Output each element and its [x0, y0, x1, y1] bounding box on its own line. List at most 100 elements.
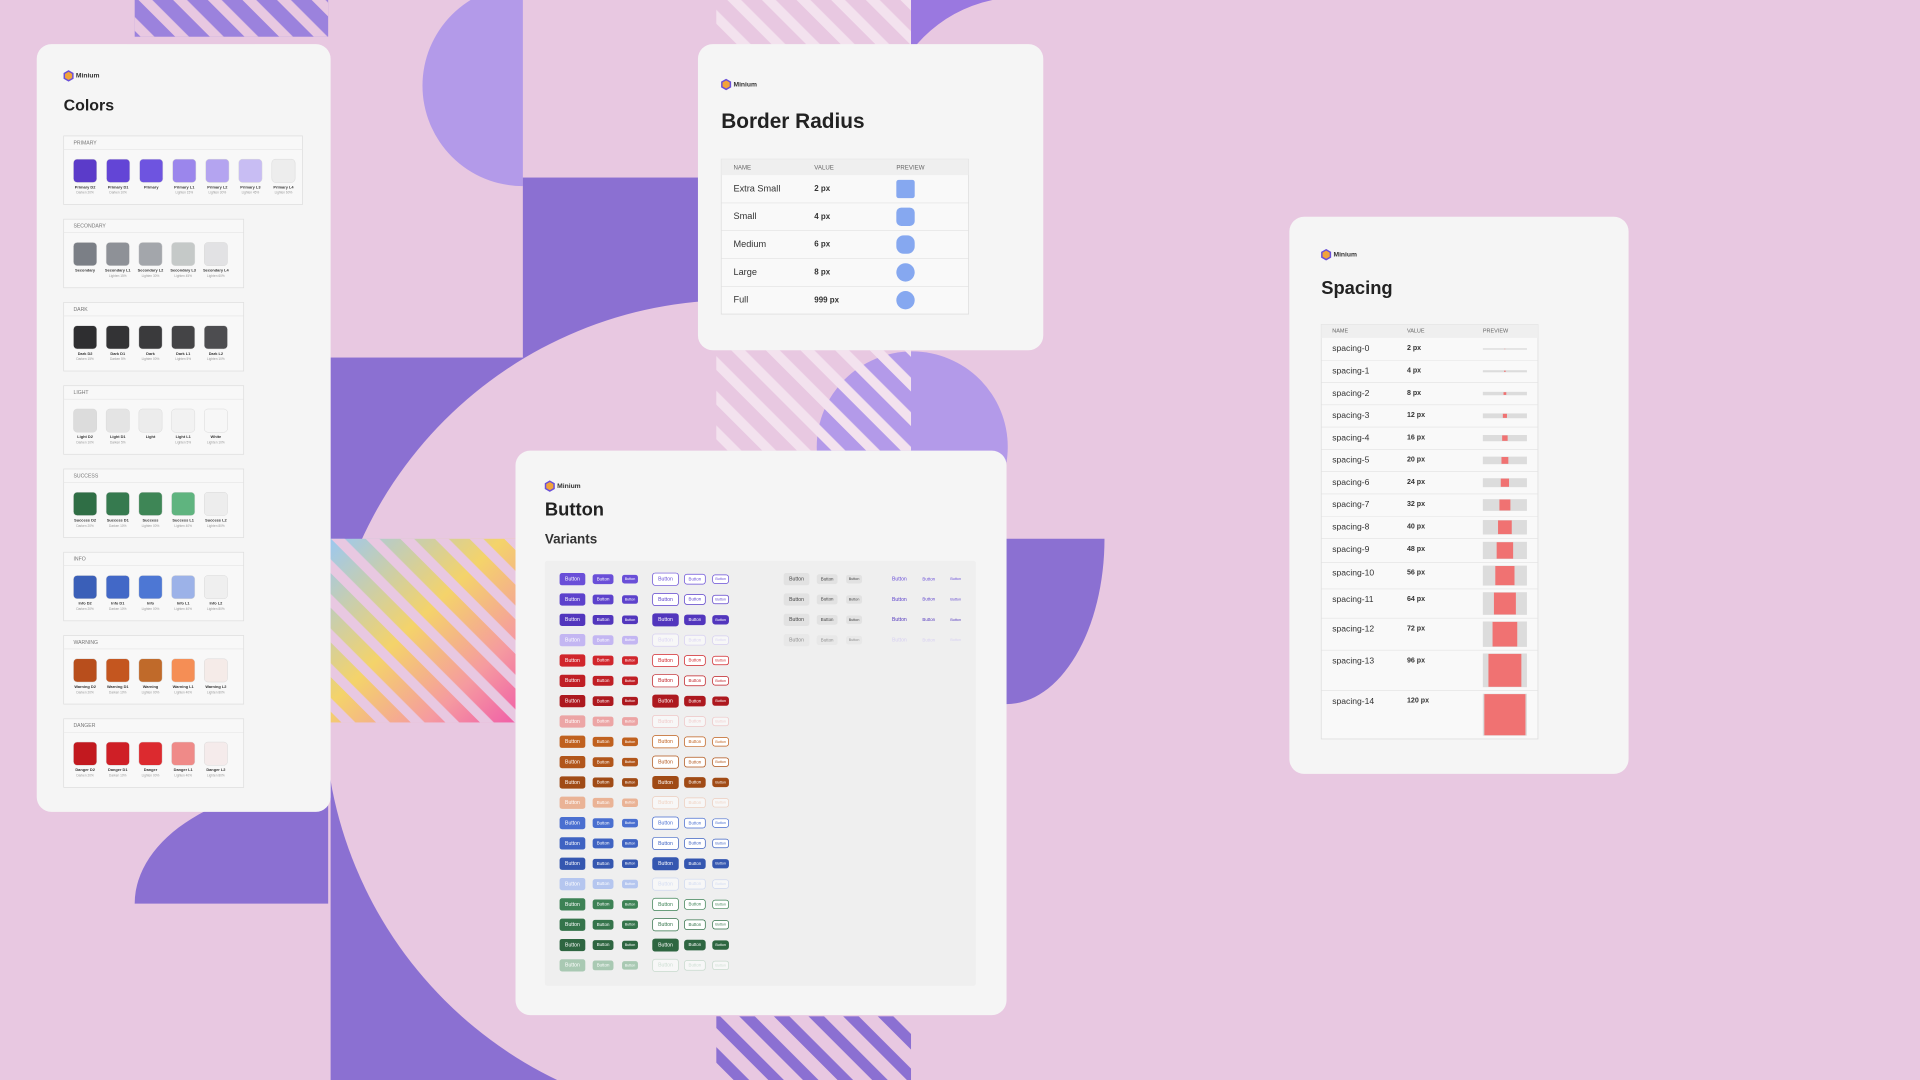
button[interactable]: [712, 635, 729, 645]
button[interactable]: [592, 716, 614, 727]
button[interactable]: [816, 594, 838, 605]
button[interactable]: [816, 635, 838, 646]
button[interactable]: [712, 960, 729, 971]
button[interactable]: [783, 573, 810, 586]
button[interactable]: [622, 717, 638, 726]
button[interactable]: [559, 796, 586, 809]
button[interactable]: [684, 858, 706, 870]
button[interactable]: [592, 960, 614, 971]
button[interactable]: [622, 737, 638, 747]
button[interactable]: [652, 613, 679, 627]
button[interactable]: [712, 818, 729, 828]
button[interactable]: [559, 898, 586, 911]
button[interactable]: [712, 655, 729, 666]
button[interactable]: [592, 797, 614, 808]
button[interactable]: [652, 816, 679, 830]
button[interactable]: [846, 615, 863, 625]
button[interactable]: [684, 960, 706, 971]
button[interactable]: [622, 940, 638, 950]
button[interactable]: [684, 919, 706, 931]
button[interactable]: [559, 735, 586, 748]
button[interactable]: [592, 818, 614, 828]
button[interactable]: [559, 756, 586, 769]
button[interactable]: [712, 615, 729, 625]
button[interactable]: [652, 572, 679, 586]
button[interactable]: [712, 777, 729, 788]
button[interactable]: [712, 737, 729, 747]
button[interactable]: [622, 757, 638, 767]
button[interactable]: [592, 655, 614, 666]
button[interactable]: [783, 634, 810, 647]
button[interactable]: [684, 695, 706, 707]
button[interactable]: [652, 796, 679, 810]
button[interactable]: [684, 675, 706, 687]
button[interactable]: [559, 674, 586, 687]
button[interactable]: [592, 899, 614, 910]
button[interactable]: [846, 635, 863, 645]
button[interactable]: [684, 797, 706, 809]
button[interactable]: [684, 756, 706, 768]
button[interactable]: [592, 696, 614, 707]
button[interactable]: [559, 634, 586, 647]
button[interactable]: [712, 798, 729, 808]
button[interactable]: [783, 593, 810, 606]
button[interactable]: [684, 838, 706, 849]
button[interactable]: [592, 940, 614, 950]
button[interactable]: [592, 838, 614, 849]
button[interactable]: [592, 777, 614, 788]
button[interactable]: [559, 857, 586, 870]
button[interactable]: [622, 879, 638, 889]
button[interactable]: [622, 839, 638, 848]
button[interactable]: [592, 919, 614, 930]
button[interactable]: [652, 857, 679, 871]
button[interactable]: [652, 674, 679, 688]
button[interactable]: [559, 654, 586, 667]
button[interactable]: [816, 574, 838, 585]
button[interactable]: [622, 635, 638, 645]
button[interactable]: [622, 859, 638, 869]
button[interactable]: [712, 594, 729, 605]
button[interactable]: [712, 574, 729, 584]
button[interactable]: [559, 877, 586, 891]
button[interactable]: [592, 736, 614, 747]
button[interactable]: [652, 836, 679, 850]
button[interactable]: [559, 837, 586, 850]
button[interactable]: [622, 798, 638, 808]
button[interactable]: [652, 633, 679, 647]
button[interactable]: [712, 757, 729, 767]
button[interactable]: [622, 900, 638, 909]
button[interactable]: [559, 816, 586, 830]
button[interactable]: [712, 676, 729, 686]
button[interactable]: [652, 735, 679, 749]
button[interactable]: [559, 695, 586, 708]
button[interactable]: [559, 715, 586, 728]
button[interactable]: [652, 877, 679, 891]
button[interactable]: [622, 961, 638, 970]
button[interactable]: [559, 776, 586, 789]
button[interactable]: [592, 757, 614, 768]
button[interactable]: [652, 897, 679, 911]
button[interactable]: [622, 574, 638, 584]
button[interactable]: [684, 878, 706, 890]
button[interactable]: [684, 716, 706, 727]
button[interactable]: [684, 594, 706, 605]
button[interactable]: [712, 696, 729, 706]
button[interactable]: [592, 858, 614, 869]
button[interactable]: [816, 614, 838, 625]
button[interactable]: [712, 859, 729, 869]
button[interactable]: [684, 817, 706, 829]
button[interactable]: [622, 595, 638, 604]
button[interactable]: [712, 716, 729, 727]
button[interactable]: [684, 634, 706, 646]
button[interactable]: [622, 920, 638, 930]
button[interactable]: [592, 614, 614, 625]
button[interactable]: [684, 655, 706, 666]
button[interactable]: [712, 899, 729, 910]
button[interactable]: [559, 938, 586, 952]
button[interactable]: [559, 918, 586, 931]
button[interactable]: [712, 879, 729, 889]
button[interactable]: [684, 573, 706, 585]
button[interactable]: [652, 918, 679, 932]
button[interactable]: [592, 879, 614, 889]
button[interactable]: [622, 696, 638, 706]
